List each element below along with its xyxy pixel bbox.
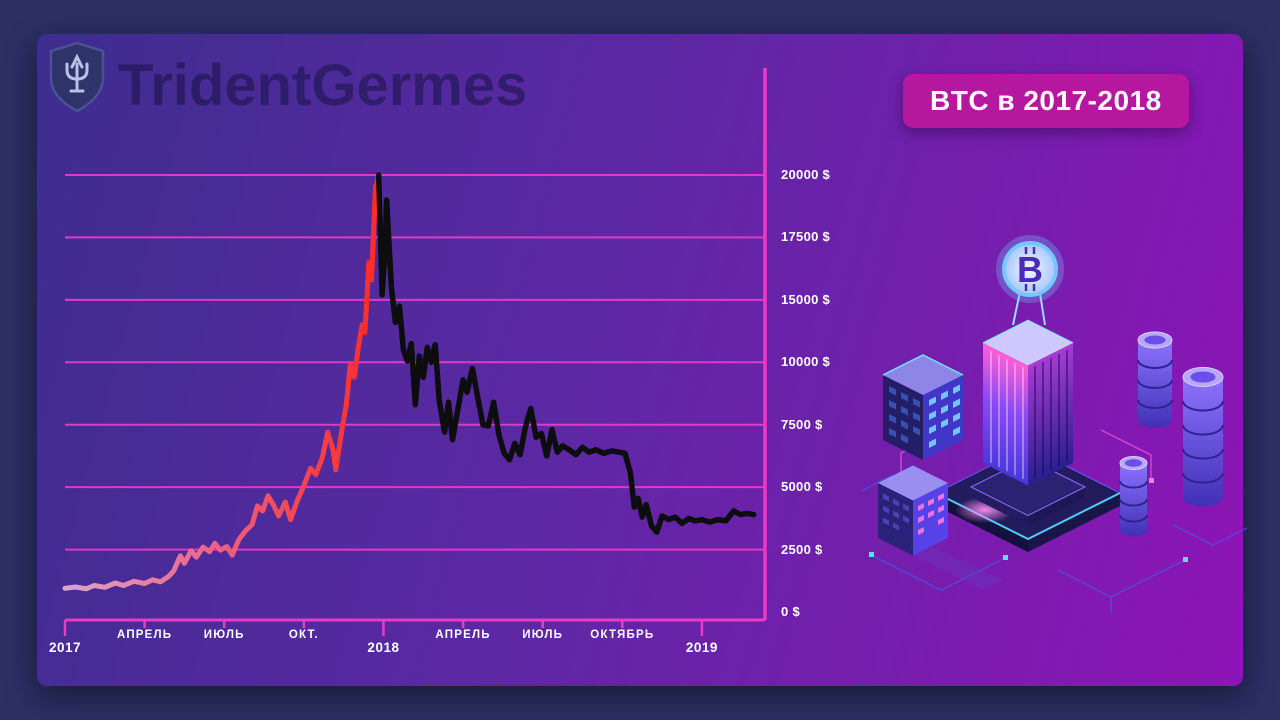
main-tower: [982, 319, 1074, 486]
watermark-title: TridentGermes: [118, 53, 528, 118]
price-line-decline-2018: [375, 172, 757, 535]
bitcoin-sign: B: [996, 235, 1064, 326]
coin-stack: [1182, 367, 1224, 507]
small-building: [878, 465, 948, 556]
coin-stack: [1137, 331, 1173, 428]
chart-title-badge: BTC в 2017-2018: [903, 74, 1189, 128]
coin-stack: [1119, 456, 1148, 537]
circuit-lines: [860, 429, 1248, 613]
svg-text:B: B: [1017, 249, 1043, 290]
price-line-rally-2017: [62, 172, 382, 592]
coin-stacks: [1119, 331, 1224, 537]
crypto-city-illustration: B: [860, 235, 1248, 613]
office-building: [882, 354, 964, 460]
trident-shield-icon: [49, 41, 105, 113]
tower-ledge: [969, 457, 1087, 526]
